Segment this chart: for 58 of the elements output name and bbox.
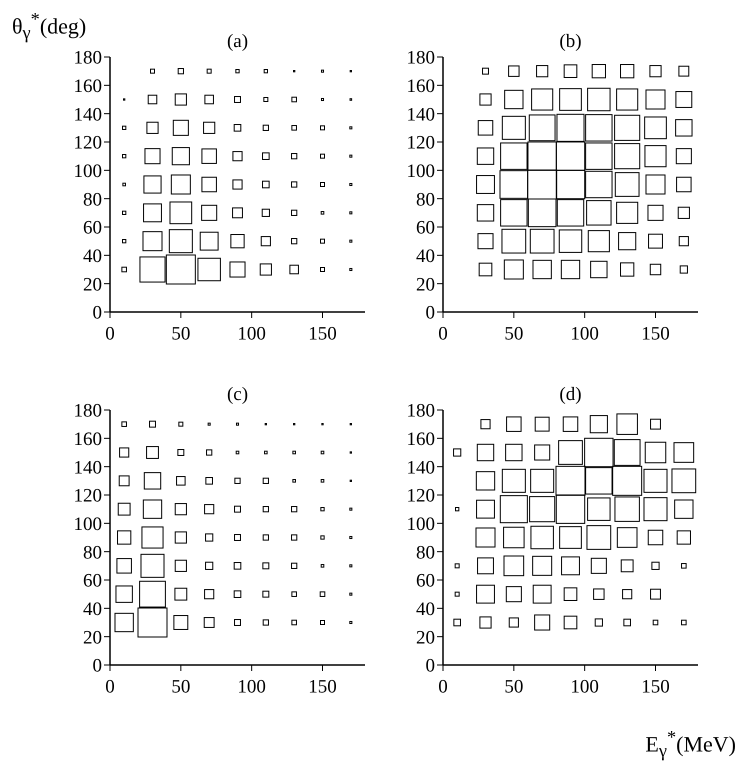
y-tick-label: 120 <box>406 486 435 507</box>
x-tick-label: 50 <box>171 323 190 344</box>
y-tick-label: 120 <box>74 486 102 507</box>
y-tick-label: 80 <box>416 542 435 564</box>
y-tick-label: 160 <box>74 76 102 98</box>
y-tick-label: 140 <box>74 457 102 478</box>
y-tick-label: 60 <box>416 570 435 592</box>
y-tick-label: 180 <box>74 48 102 69</box>
y-tick-label: 100 <box>406 514 435 536</box>
x-axis-title: E$_{γ}$$^{*}$(MeV) <box>645 727 736 762</box>
y-tick-label: 160 <box>74 429 102 450</box>
x-tick-label: 100 <box>570 323 599 344</box>
x-tick-label: 100 <box>237 676 266 698</box>
chart-title: (b) <box>558 31 583 53</box>
y-tick-label: 180 <box>406 400 435 422</box>
y-tick-label: 20 <box>416 274 435 296</box>
x-tick-label: 50 <box>504 323 524 344</box>
x-tick-label: 150 <box>641 323 670 344</box>
y-tick-label: 160 <box>406 429 435 450</box>
x-tick-label: 150 <box>641 676 670 698</box>
x-tick-label: 100 <box>237 323 266 344</box>
y-tick-label: 0 <box>426 656 435 677</box>
y-tick-label: 140 <box>406 457 435 478</box>
y-tick-label: 20 <box>83 627 102 648</box>
y-tick-label: 20 <box>416 627 435 648</box>
y-tick-label: 80 <box>83 189 102 210</box>
x-tick-label: 100 <box>570 676 599 698</box>
y-tick-label: 160 <box>406 76 435 98</box>
y-tick-label: 180 <box>406 48 435 69</box>
y-tick-label: 60 <box>416 218 435 239</box>
y-tick-label: 140 <box>74 104 102 126</box>
y-tick-label: 60 <box>83 218 102 239</box>
x-tick-label: 150 <box>308 323 337 344</box>
y-tick-label: 40 <box>416 246 435 268</box>
y-tick-label: 0 <box>92 302 102 324</box>
chart-title: (d) <box>558 384 583 406</box>
x-tick-label: 150 <box>308 676 337 698</box>
y-tick-label: 180 <box>74 400 102 422</box>
y-tick-label: 0 <box>92 656 102 677</box>
y-axis-title: θ$_{γ}$$^{*}$(deg) <box>12 9 86 44</box>
chart-title: (a) <box>226 31 250 53</box>
y-tick-label: 80 <box>416 189 435 210</box>
y-tick-label: 40 <box>83 599 102 620</box>
y-tick-label: 60 <box>83 570 102 592</box>
chart-title: (c) <box>226 384 250 406</box>
x-tick-label: 50 <box>171 676 190 698</box>
y-tick-label: 100 <box>406 161 435 182</box>
x-tick-label: 50 <box>504 676 524 698</box>
y-tick-label: 40 <box>83 246 102 268</box>
y-tick-label: 20 <box>83 274 102 296</box>
y-tick-label: 40 <box>416 599 435 620</box>
y-tick-label: 100 <box>74 514 102 536</box>
y-tick-label: 140 <box>406 104 435 126</box>
y-tick-label: 120 <box>74 132 102 154</box>
y-tick-label: 100 <box>74 161 102 182</box>
y-tick-label: 120 <box>406 132 435 154</box>
y-tick-label: 0 <box>426 302 435 324</box>
y-tick-label: 80 <box>83 542 102 564</box>
